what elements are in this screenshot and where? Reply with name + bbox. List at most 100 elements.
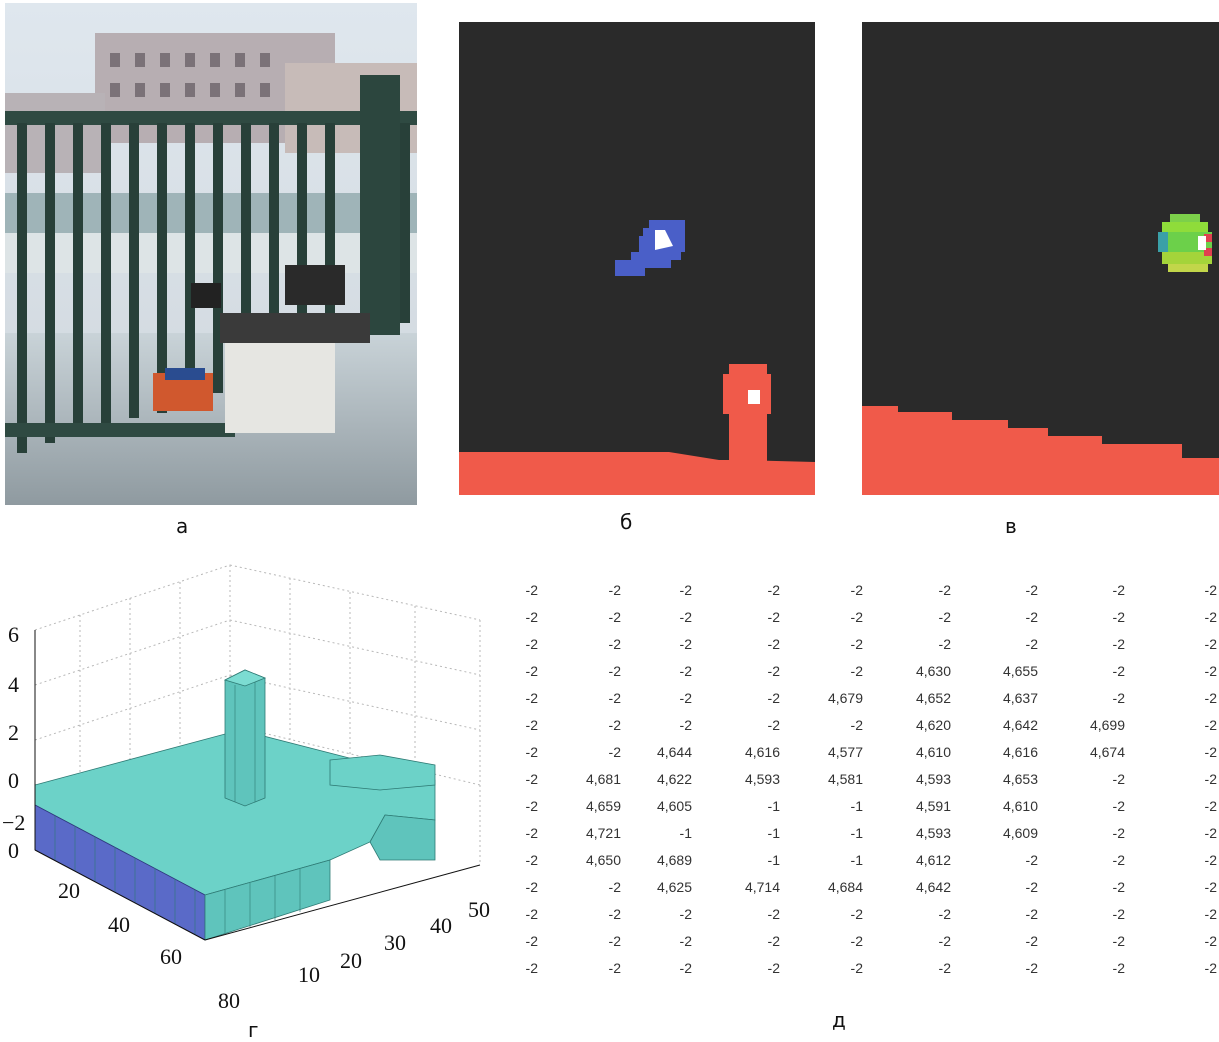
grid-cell: -2 [850,636,863,652]
grid-cell: -2 [679,906,692,922]
grid-cell: -2 [525,663,538,679]
grid-cell: -2 [525,906,538,922]
grid-cell: -2 [1112,582,1125,598]
grid-cell: 4,591 [915,798,951,814]
grid-cell: -2 [1025,636,1038,652]
numeric-grid: -2 -2 -2 -2 -2 -2 -2 -2 -2 -2 -2 -2 -2 -2 -2 -2 -2 -2 -2 -2… [508,582,1219,987]
grid-cell: -2 [525,825,538,841]
grid-cell: -2 [850,906,863,922]
grid-cell: -2 [525,609,538,625]
grid-cell: -2 [1204,852,1217,868]
grid-cell: -2 [767,663,780,679]
grid-cell: -2 [1112,879,1125,895]
grid-cell: 4,593 [915,825,951,841]
grid-cell: -2 [525,636,538,652]
grid-cell: -2 [1112,771,1125,787]
grid-cell: -2 [1204,825,1217,841]
z-tick-2: 2 [8,720,19,745]
segmentation-map-b [459,22,815,495]
caption-a: а [176,514,189,538]
grid-cell: -2 [525,717,538,733]
grid-cell: -2 [850,663,863,679]
photo-equipment-on-bridge [5,3,417,505]
grid-cell: 4,581 [827,771,863,787]
grid-cell: -2 [1112,663,1125,679]
grid-cell: 4,714 [744,879,780,895]
grid-cell: 4,674 [1089,744,1125,760]
grid-cell: -1 [850,825,863,841]
x-tick-20: 20 [58,878,80,903]
grid-cell: -2 [525,879,538,895]
y-tick-10: 10 [298,962,320,987]
grid-cell: 4,593 [915,771,951,787]
grid-cell: -2 [1112,960,1125,976]
grid-cell: 4,612 [915,852,951,868]
grid-cell: -2 [1112,690,1125,706]
grid-cell: -2 [1204,798,1217,814]
grid-cell: 4,577 [827,744,863,760]
grid-cell: -2 [525,852,538,868]
grid-cell: -2 [850,582,863,598]
caption-b: б [620,510,633,534]
grid-cell: -2 [608,879,621,895]
x-tick-60: 60 [160,944,182,969]
grid-cell: -2 [525,744,538,760]
grid-cell: -2 [850,717,863,733]
grid-cell: -2 [608,960,621,976]
grid-cell: 4,652 [915,690,951,706]
grid-cell: -2 [767,582,780,598]
grid-cell: -2 [767,717,780,733]
grid-cell: 4,681 [585,771,621,787]
grid-cell: -2 [1025,906,1038,922]
grid-cell: -2 [608,690,621,706]
grid-cell: -2 [1025,852,1038,868]
grid-cell: -2 [608,663,621,679]
grid-cell: 4,616 [1002,744,1038,760]
grid-cell: -2 [1112,852,1125,868]
grid-cell: -2 [608,717,621,733]
grid-cell: -1 [850,798,863,814]
grid-cell: -2 [1112,636,1125,652]
grid-cell: -2 [1025,582,1038,598]
grid-cell: -1 [850,852,863,868]
grid-cell: -2 [608,933,621,949]
grid-cell: -2 [1112,825,1125,841]
grid-cell: -2 [679,933,692,949]
grid-cell: -2 [1025,879,1038,895]
y-tick-30: 30 [384,930,406,955]
grid-cell: 4,622 [656,771,692,787]
y-tick-40: 40 [430,913,452,938]
grid-cell: -2 [525,960,538,976]
grid-cell: 4,689 [656,852,692,868]
grid-cell: -2 [1204,663,1217,679]
grid-cell: 4,609 [1002,825,1038,841]
grid-cell: -2 [679,690,692,706]
grid-cell: 4,644 [656,744,692,760]
grid-cell: -2 [679,582,692,598]
grid-cell: 4,721 [585,825,621,841]
grid-cell: -2 [608,906,621,922]
grid-cell: -2 [938,636,951,652]
grid-cell: -2 [525,582,538,598]
caption-d: г [248,1018,259,1042]
grid-cell: -2 [1204,582,1217,598]
grid-cell: -2 [767,690,780,706]
y-tick-20: 20 [340,948,362,973]
grid-cell: -2 [608,744,621,760]
x-tick-80: 80 [218,988,240,1013]
grid-cell: -2 [938,582,951,598]
grid-cell: 4,610 [915,744,951,760]
grid-cell: -2 [679,960,692,976]
grid-cell: -2 [938,609,951,625]
grid-cell: -2 [608,609,621,625]
grid-cell: -2 [1025,609,1038,625]
grid-cell: -2 [1112,798,1125,814]
grid-cell: 4,699 [1089,717,1125,733]
grid-cell: -2 [767,906,780,922]
grid-cell: 4,642 [915,879,951,895]
grid-cell: -2 [1204,717,1217,733]
grid-cell: 4,655 [1002,663,1038,679]
x-tick-40: 40 [108,912,130,937]
grid-cell: -2 [1204,906,1217,922]
grid-cell: -2 [525,690,538,706]
